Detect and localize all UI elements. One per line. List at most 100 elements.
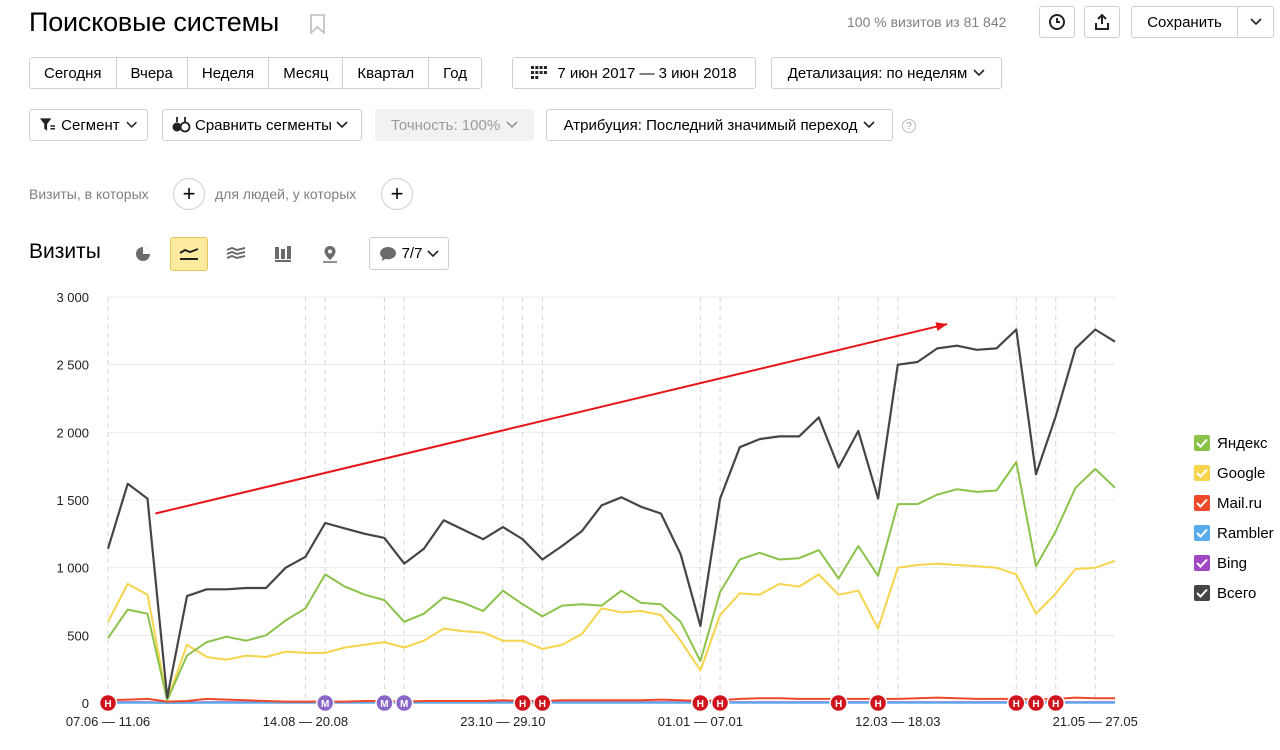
checkbox-icon[interactable] — [1194, 585, 1210, 601]
marker-label: Н — [697, 699, 704, 710]
trend-arrow-head — [935, 322, 948, 332]
legend-label: Rambler — [1217, 524, 1274, 542]
date-range-label: 7 июн 2017 — 3 июн 2018 — [557, 64, 737, 82]
marker-label: Н — [835, 699, 842, 710]
add-visit-condition-button[interactable]: + — [173, 178, 205, 210]
compare-segments-button[interactable]: Сравнить сегменты — [162, 109, 362, 141]
marker-label: М — [380, 699, 388, 710]
period-month[interactable]: Месяц — [269, 58, 344, 88]
chevron-down-icon — [336, 121, 348, 129]
marker-label: Н — [104, 699, 111, 710]
legend-label: Mail.ru — [1217, 494, 1263, 512]
plus-icon: + — [182, 181, 196, 206]
series-line-google — [107, 559, 1116, 702]
marker-dot — [533, 693, 552, 713]
funnel-icon — [40, 118, 56, 131]
y-tick-label: 1 000 — [56, 561, 89, 576]
period-quarter[interactable]: Квартал — [343, 58, 430, 88]
trend-arrow-line — [155, 323, 948, 515]
checkbox-icon[interactable] — [1194, 465, 1210, 481]
x-tick-label: 14.08 — 20.08 — [263, 714, 348, 729]
legend-label: Всего — [1217, 584, 1257, 602]
legend-item[interactable]: Bing — [1194, 548, 1274, 578]
legend-item[interactable]: Google — [1194, 458, 1274, 488]
visits-line-chart: 0 500 1 000 1 500 2 000 2 500 3 000 Н М М М Н Н Н Н Н Н… — [56, 290, 1137, 729]
marker-label: Н — [519, 699, 526, 710]
add-people-condition-button[interactable]: + — [381, 178, 413, 210]
visits-share-text: 100 % визитов из 81 842 — [847, 14, 1007, 30]
bookmark-icon[interactable] — [309, 14, 326, 34]
calendar-icon — [531, 66, 548, 79]
line-chart-icon — [179, 248, 199, 260]
detail-dropdown[interactable]: Детализация: по неделям — [771, 57, 1002, 89]
chart-grid — [108, 296, 1115, 704]
area-view-button[interactable] — [217, 237, 255, 271]
y-tick-label: 2 000 — [56, 425, 89, 440]
accuracy-dropdown: Точность: 100% — [375, 109, 534, 141]
legend-item[interactable]: Яндекс — [1194, 428, 1274, 458]
checkbox-icon[interactable] — [1194, 495, 1210, 511]
page-title: Поисковые системы — [29, 7, 280, 37]
marker-label: Н — [1052, 699, 1059, 710]
map-view-button[interactable] — [311, 237, 349, 271]
segment-button[interactable]: Сегмент — [29, 109, 148, 141]
map-icon — [323, 246, 337, 263]
comments-button[interactable]: 7/7 — [369, 237, 449, 270]
compare-label: Сравнить сегменты — [195, 116, 332, 134]
export-icon — [1095, 13, 1109, 30]
history-button[interactable] — [1039, 6, 1075, 38]
marker-dot — [1007, 693, 1026, 713]
area-chart-icon — [226, 246, 246, 260]
chart-title: Визиты — [29, 240, 101, 263]
checkbox-icon[interactable] — [1194, 555, 1210, 571]
series-line-total — [106, 328, 1116, 699]
chevron-down-icon — [427, 249, 439, 257]
x-tick-label: 07.06 — 11.06 — [66, 714, 150, 729]
legend-label: Google — [1217, 464, 1266, 482]
y-tick-label: 3 000 — [56, 290, 89, 305]
comments-count: 7/7 — [401, 245, 423, 262]
period-yesterday[interactable]: Вчера — [117, 58, 188, 88]
line-view-button[interactable] — [170, 237, 208, 271]
save-label[interactable]: Сохранить — [1132, 7, 1238, 37]
marker-dot — [375, 693, 394, 713]
chart-series — [106, 328, 1116, 704]
chevron-down-icon — [126, 121, 137, 128]
bar-view-button[interactable] — [264, 237, 302, 271]
plus-icon: + — [390, 181, 404, 206]
visits-filter-label: Визиты, в которых — [29, 186, 149, 202]
marker-dot — [1026, 693, 1046, 713]
save-button[interactable]: Сохранить — [1131, 6, 1274, 38]
x-tick-label: 01.01 — 07.01 — [658, 714, 743, 729]
save-menu-button[interactable] — [1238, 7, 1273, 37]
y-tick-label: 1 500 — [56, 493, 89, 508]
marker-dot — [868, 693, 888, 713]
period-year[interactable]: Год — [443, 64, 468, 82]
pie-view-button[interactable] — [124, 237, 162, 271]
series-line-yandex — [107, 461, 1116, 702]
legend-item[interactable]: Rambler — [1194, 518, 1274, 548]
pie-chart-icon — [136, 247, 150, 261]
y-tick-label: 2 500 — [56, 358, 89, 373]
clock-icon — [1049, 14, 1065, 30]
compare-segments-icon — [172, 117, 191, 133]
marker-label: М — [321, 699, 329, 710]
marker-dot — [98, 693, 118, 713]
marker-dot — [691, 693, 710, 713]
attribution-label: Атрибуция: Последний значимый переход — [563, 116, 858, 134]
checkbox-icon[interactable] — [1194, 435, 1210, 451]
date-range-button[interactable]: 7 июн 2017 — 3 июн 2018 — [512, 57, 756, 89]
comment-icon — [379, 246, 396, 261]
help-icon[interactable]: ? — [902, 119, 916, 133]
attribution-dropdown[interactable]: Атрибуция: Последний значимый переход — [546, 109, 893, 141]
chart-legend: Яндекс Google Mail.ru Rambler Bing Всего — [1194, 428, 1274, 608]
period-week[interactable]: Неделя — [188, 58, 270, 88]
legend-item[interactable]: Mail.ru — [1194, 488, 1274, 518]
legend-item[interactable]: Всего — [1194, 578, 1274, 608]
checkbox-icon[interactable] — [1194, 525, 1210, 541]
export-button[interactable] — [1084, 6, 1120, 38]
y-axis: 0 500 1 000 1 500 2 000 2 500 3 000 — [56, 290, 89, 711]
marker-label: М — [400, 699, 408, 710]
period-today[interactable]: Сегодня — [30, 58, 117, 88]
bar-chart-icon — [275, 246, 291, 262]
